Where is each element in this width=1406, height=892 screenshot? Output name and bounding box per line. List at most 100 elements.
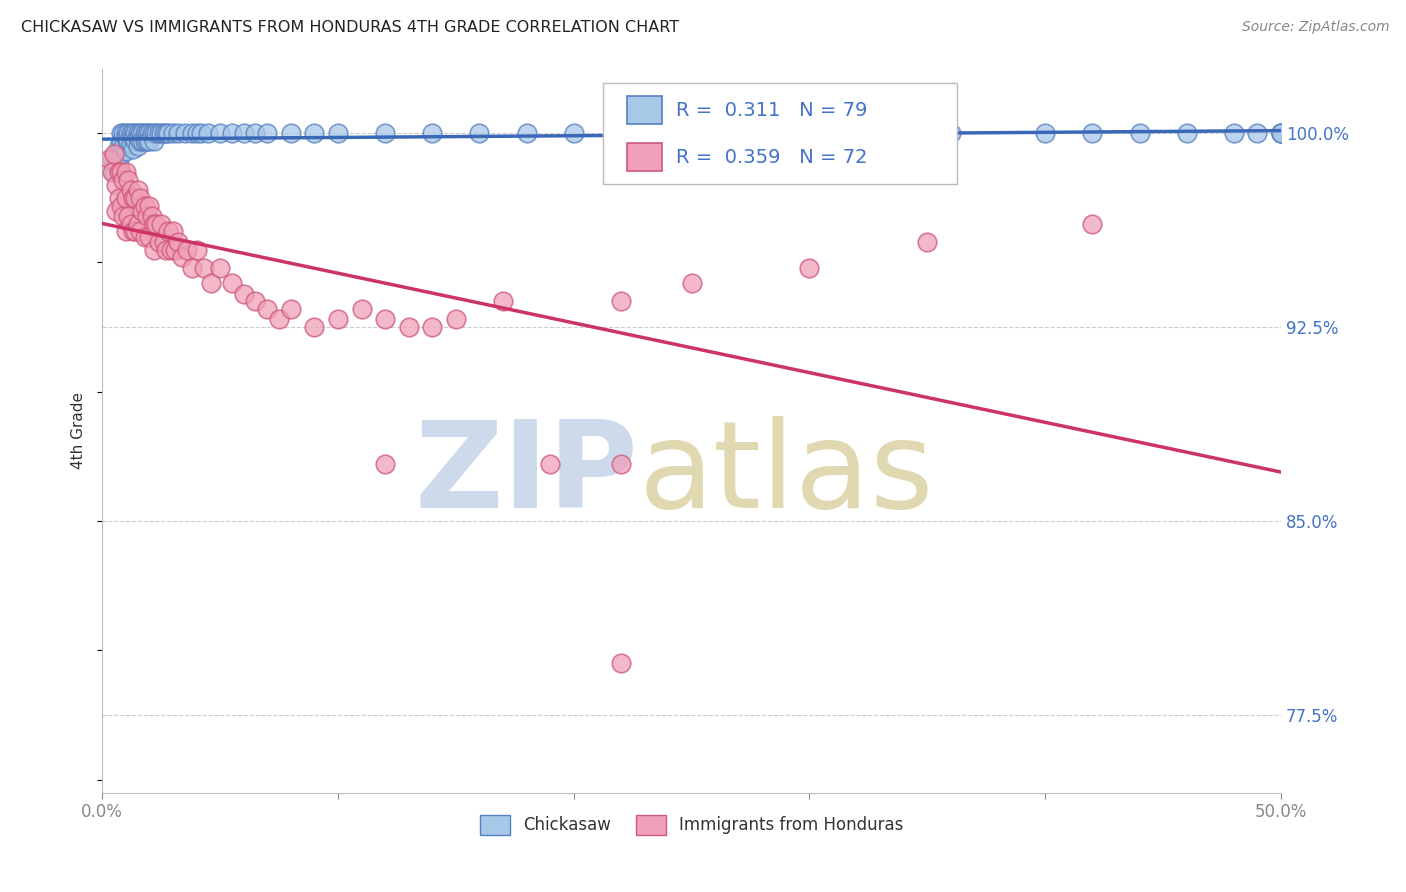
Point xyxy=(124,126,146,140)
Point xyxy=(280,301,302,316)
Point xyxy=(681,276,703,290)
Point xyxy=(350,301,373,316)
Point xyxy=(610,457,633,471)
Text: CHICKASAW VS IMMIGRANTS FROM HONDURAS 4TH GRADE CORRELATION CHART: CHICKASAW VS IMMIGRANTS FROM HONDURAS 4T… xyxy=(21,20,679,35)
Text: ZIP: ZIP xyxy=(415,416,638,533)
Point xyxy=(157,126,180,140)
Point xyxy=(374,457,396,471)
Point xyxy=(117,134,139,148)
Point xyxy=(751,126,773,140)
Point xyxy=(110,165,132,179)
Point xyxy=(148,235,170,249)
Point xyxy=(107,139,129,153)
Y-axis label: 4th Grade: 4th Grade xyxy=(72,392,86,469)
Point xyxy=(197,126,219,140)
Point xyxy=(326,126,349,140)
Point xyxy=(138,198,160,212)
Point xyxy=(939,126,962,140)
Point xyxy=(114,126,136,140)
Point xyxy=(127,131,149,145)
Point xyxy=(155,126,177,140)
Point xyxy=(681,126,703,140)
Point xyxy=(112,126,135,140)
Bar xyxy=(627,144,662,171)
FancyBboxPatch shape xyxy=(603,83,957,185)
Point xyxy=(114,191,136,205)
Point xyxy=(105,146,128,161)
Point xyxy=(143,134,166,148)
Point xyxy=(127,126,149,140)
Point xyxy=(114,145,136,159)
Point xyxy=(100,165,122,179)
Point xyxy=(232,286,254,301)
Point xyxy=(117,126,139,140)
Point xyxy=(138,126,160,140)
Point xyxy=(121,142,143,156)
Point xyxy=(444,312,467,326)
Point xyxy=(468,126,491,140)
Point xyxy=(173,126,195,140)
Point xyxy=(162,224,184,238)
Point xyxy=(180,126,202,140)
Point xyxy=(129,224,152,238)
Bar xyxy=(627,96,662,124)
Point xyxy=(127,139,149,153)
Point xyxy=(98,152,121,166)
Point xyxy=(124,224,146,238)
Point xyxy=(1128,126,1150,140)
Point xyxy=(193,260,215,275)
Point xyxy=(398,320,420,334)
Point xyxy=(190,126,212,140)
Point xyxy=(180,260,202,275)
Point xyxy=(141,126,163,140)
Point xyxy=(124,134,146,148)
Point xyxy=(610,294,633,309)
Point xyxy=(159,243,181,257)
Point xyxy=(103,165,125,179)
Point xyxy=(1081,217,1104,231)
Point xyxy=(209,126,232,140)
Point xyxy=(143,217,166,231)
Point xyxy=(610,657,633,671)
Point xyxy=(176,243,198,257)
Point xyxy=(114,224,136,238)
Point xyxy=(166,235,188,249)
Point xyxy=(107,191,129,205)
Point xyxy=(105,157,128,171)
Point xyxy=(562,126,585,140)
Point xyxy=(129,126,152,140)
Point xyxy=(112,172,135,186)
Point xyxy=(117,209,139,223)
Point xyxy=(107,157,129,171)
Point xyxy=(256,126,278,140)
Point xyxy=(221,276,243,290)
Point xyxy=(420,320,443,334)
Legend: Chickasaw, Immigrants from Honduras: Chickasaw, Immigrants from Honduras xyxy=(479,814,904,835)
Point xyxy=(121,191,143,205)
Point xyxy=(162,126,184,140)
Point xyxy=(304,126,326,140)
Point xyxy=(157,224,180,238)
Point xyxy=(107,165,129,179)
Point xyxy=(245,126,267,140)
Point xyxy=(112,139,135,153)
Point xyxy=(120,183,142,197)
Point xyxy=(245,294,267,309)
Point xyxy=(143,126,166,140)
Point xyxy=(152,235,174,249)
Point xyxy=(110,134,132,148)
Point xyxy=(114,131,136,145)
Point xyxy=(105,203,128,218)
Point xyxy=(152,126,174,140)
Point xyxy=(131,134,153,148)
Point xyxy=(131,126,153,140)
Point xyxy=(492,294,515,309)
Point xyxy=(1270,126,1292,140)
Point xyxy=(120,126,142,140)
Point xyxy=(374,312,396,326)
Point xyxy=(280,126,302,140)
Point xyxy=(134,229,156,244)
Point xyxy=(105,178,128,192)
Point xyxy=(516,126,538,140)
Point xyxy=(110,146,132,161)
